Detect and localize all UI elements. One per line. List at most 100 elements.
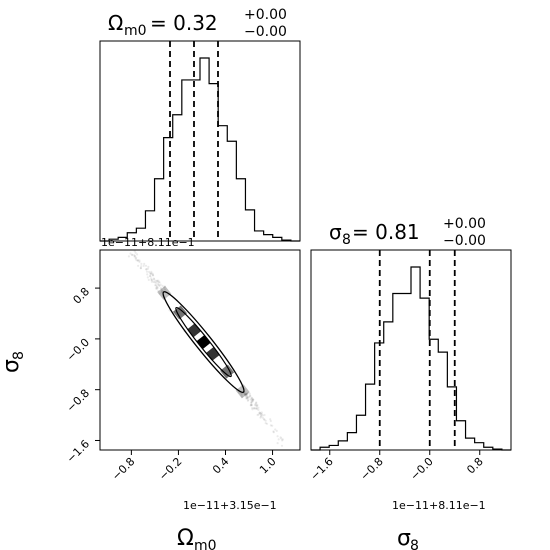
scatter-point [158,292,161,295]
sigma8-x-tick-label: 0.8 [464,455,486,477]
joint-scatter-panel: −0.8 −0.2 0.4 1.0 −1.6 −0.8 −0.0 0.8 1e−11+8.1… [0,236,301,550]
scatter-point [257,406,260,409]
scatter-point [150,277,153,280]
scatter-point [255,407,258,410]
scatter-point [160,289,163,292]
scatter-point [130,253,133,256]
omega-m0-title-value: = 0.32 [150,11,218,35]
omega-m0-axis-label: Ω [177,526,194,550]
scatter-point [248,396,251,399]
scatter-point [127,255,130,258]
scatter-point [131,253,134,256]
scatter-point [251,406,254,410]
scatter-point [251,399,254,402]
scatter-point [156,280,159,283]
scatter-point [145,270,149,273]
scatter-point [139,267,142,270]
scatter-point [140,265,143,268]
scatter-point [245,393,248,396]
scatter-point [281,438,284,441]
scatter-point [252,398,255,401]
scatter-point [250,397,254,400]
scatter-point [259,416,262,419]
scatter-point [250,404,253,407]
scatter-point [129,252,132,255]
scatter-point [241,395,244,398]
scatter-point [154,287,158,290]
sigma8-histogram-panel: −1.6 −0.8 −0.0 0.8 σ 8 = 0.81 +0.00 −0.00 1… [308,216,512,550]
sigma8-title-plus: +0.00 [443,216,486,232]
scatter-point [246,396,249,399]
scatter-point [255,402,258,405]
sigma8-histogram-steps [311,266,511,451]
scatter-point [143,262,146,265]
scatter-point [255,401,258,404]
scatter-point [136,259,140,262]
scatter-frame [99,249,301,451]
scatter-point [157,281,160,284]
scatter-point [155,287,159,290]
scatter-point [146,276,149,279]
density-cell [196,335,211,350]
scatter-point [250,401,253,404]
scatter-x-offset-label: 1e−11+3.15e−1 [183,499,277,512]
scatter-point [264,419,267,422]
scatter-point [245,393,248,396]
scatter-point [137,264,140,267]
scatter-point [135,259,138,262]
scatter-point [152,280,155,283]
scatter-point [269,419,272,423]
scatter-point [259,412,262,415]
scatter-point [154,279,157,282]
scatter-point [159,287,162,290]
scatter-point [140,262,143,265]
scatter-point [271,424,274,427]
scatter-point [163,288,167,291]
scatter-point [162,286,165,289]
scatter-point [254,407,257,410]
scatter-point [269,424,272,427]
scatter-point [249,403,252,407]
scatter-point [246,393,249,396]
scatter-point [142,264,145,267]
scatter-point [265,422,269,425]
omega-m0-title-minus: −0.00 [244,24,287,40]
scatter-point [148,274,151,277]
scatter-point [160,288,163,291]
scatter-point [146,273,149,276]
omega-m0-title-symbol: Ω [108,11,123,35]
scatter-point [250,400,253,403]
scatter-point [246,399,249,402]
scatter-point [247,398,250,401]
sigma8-x-tick-label: −0.0 [408,455,436,483]
scatter-point [159,283,162,286]
omega-m0-x-tick-label: −0.2 [156,455,184,483]
scatter-point [240,392,243,395]
scatter-point [280,437,283,440]
scatter-point [133,250,136,253]
scatter-point [156,279,159,282]
scatter-point [160,291,163,294]
scatter-point [249,394,252,397]
scatter-point [243,392,246,395]
omega-m0-x-tick-label: −0.8 [109,455,137,483]
density-cell [157,285,172,300]
sigma8-x-tick-label: −1.6 [308,455,336,483]
scatter-point [249,398,252,401]
scatter-point [261,416,264,419]
sigma8-y-tick-label: 0.8 [71,285,93,307]
scatter-point [138,260,141,263]
scatter-point [154,284,157,287]
sigma8-axis-label: σ [0,359,24,373]
scatter-point [279,436,282,439]
omega-m0-x-tick-label: 0.4 [210,455,232,477]
scatter-point [264,422,267,425]
scatter-point [245,397,248,400]
scatter-point [257,408,260,411]
scatter-point [263,418,266,421]
scatter-point [251,398,254,401]
scatter-point [151,279,154,282]
scatter-point [262,418,266,421]
scatter-point [276,435,279,438]
